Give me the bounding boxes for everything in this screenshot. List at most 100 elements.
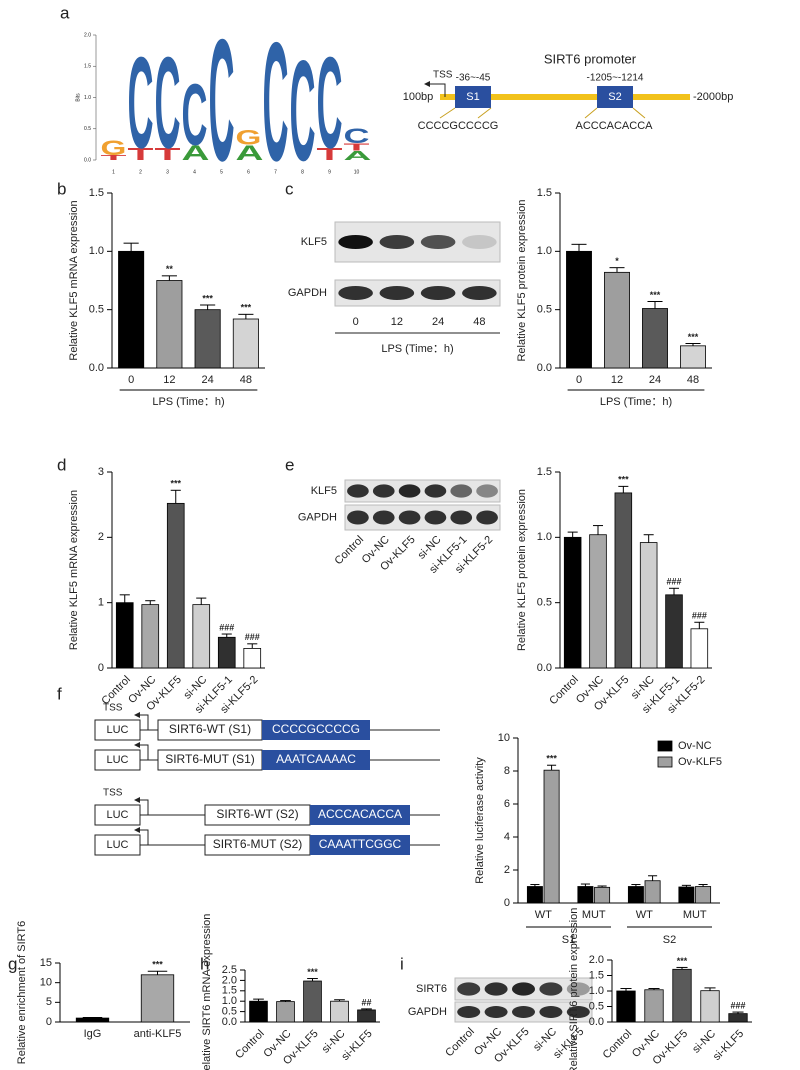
luc-box bbox=[94, 804, 141, 826]
y-tick-label: 2.0 bbox=[222, 974, 237, 986]
site-connector bbox=[439, 107, 492, 119]
bar bbox=[526, 886, 543, 904]
blot-band bbox=[539, 982, 563, 996]
logo-letter: C bbox=[344, 124, 370, 148]
x-tick-label: Control bbox=[547, 674, 581, 708]
lane-label: 48 bbox=[473, 316, 485, 328]
site-sequence: ACCCACACCA bbox=[575, 120, 653, 132]
y-tick-label: 1.0 bbox=[537, 531, 552, 543]
lane-label: Control bbox=[333, 534, 367, 568]
logo-letter: T bbox=[344, 141, 370, 153]
blot-band bbox=[420, 235, 456, 249]
blot-band bbox=[379, 235, 415, 249]
site-range: -1205~-1214 bbox=[587, 73, 644, 84]
bar bbox=[330, 1000, 349, 1023]
bar bbox=[644, 880, 661, 904]
bar bbox=[141, 604, 160, 669]
luc-box bbox=[94, 749, 141, 771]
y-tick-label: 0.0 bbox=[537, 362, 552, 374]
luc-box bbox=[94, 834, 141, 856]
luc-label: LUC bbox=[106, 754, 128, 766]
panel-label: g bbox=[8, 954, 17, 973]
logo-letter: C bbox=[128, 32, 154, 176]
panel-label: i bbox=[400, 954, 404, 973]
y-tick-label: 1.0 bbox=[589, 985, 604, 997]
y-axis-label: Relative KLF5 mRNA expression bbox=[68, 200, 80, 360]
logo-letter: C bbox=[263, 6, 289, 196]
significance: ** bbox=[166, 264, 174, 274]
bar bbox=[616, 990, 636, 1023]
blot-band bbox=[398, 510, 421, 525]
blot-row-label: SIRT6 bbox=[416, 983, 447, 995]
site-label: S2 bbox=[608, 91, 621, 103]
y-tick-label: 3 bbox=[98, 466, 104, 478]
logo-letter: C bbox=[155, 32, 181, 176]
bar bbox=[589, 534, 607, 669]
blot-band bbox=[476, 484, 498, 498]
construct-name: SIRT6-MUT (S2) bbox=[213, 837, 303, 851]
bar bbox=[695, 886, 712, 904]
bar bbox=[644, 989, 664, 1023]
blot-band bbox=[338, 286, 373, 300]
blot-band bbox=[511, 1006, 536, 1018]
y-axis-label: Relative enrichment of SIRT6 bbox=[16, 921, 28, 1064]
sequence-box bbox=[262, 720, 370, 740]
x-tick-label: si-KLF5 bbox=[339, 1028, 374, 1063]
legend-label: Ov-NC bbox=[678, 740, 712, 752]
blot-band bbox=[457, 1006, 481, 1018]
y-tick-label: 10 bbox=[40, 977, 52, 989]
site-sequence: CCCCGCCCCG bbox=[418, 120, 499, 132]
significance: *** bbox=[618, 475, 629, 485]
group-label: S2 bbox=[663, 934, 676, 946]
luc-label: LUC bbox=[106, 839, 128, 851]
significance: ### bbox=[245, 632, 260, 642]
significance: * bbox=[615, 256, 619, 266]
blot-band bbox=[476, 510, 498, 525]
site-box bbox=[455, 86, 491, 108]
site-connector bbox=[584, 107, 646, 119]
bar bbox=[75, 1017, 110, 1023]
y-tick-label: 6 bbox=[504, 798, 510, 810]
bar bbox=[192, 604, 211, 669]
panel-label: b bbox=[57, 179, 66, 198]
y-tick-label: 0.0 bbox=[222, 1016, 237, 1028]
y-tick-label: 10 bbox=[498, 732, 510, 744]
bar bbox=[543, 769, 560, 904]
bar bbox=[627, 886, 644, 904]
position-label: 10 bbox=[354, 169, 360, 175]
bar bbox=[118, 250, 145, 369]
tss-arrow bbox=[138, 799, 149, 815]
significance: ### bbox=[730, 1000, 745, 1010]
significance: *** bbox=[307, 967, 318, 977]
bar bbox=[194, 309, 221, 369]
bar bbox=[690, 628, 709, 669]
blot-band bbox=[338, 235, 373, 249]
x-tick-label: anti-KLF5 bbox=[134, 1028, 182, 1040]
promoter-start: 100bp bbox=[403, 91, 434, 103]
y-tick-label: 2.0 bbox=[84, 32, 91, 38]
significance: *** bbox=[152, 960, 163, 970]
y-axis-label: Relative SIRT6 mRNA expression bbox=[201, 914, 213, 1070]
y-tick-label: 2 bbox=[98, 531, 104, 543]
bar bbox=[115, 602, 134, 669]
construct-sequence: CCCCGCCCCG bbox=[272, 722, 360, 736]
blot-band bbox=[424, 484, 447, 498]
x-tick-label: IgG bbox=[84, 1028, 102, 1040]
logo-letter: C bbox=[182, 67, 208, 164]
legend-swatch bbox=[657, 756, 673, 768]
blot-band bbox=[462, 235, 497, 249]
logo-letter: T bbox=[155, 144, 181, 163]
blot-row-label: GAPDH bbox=[298, 511, 337, 523]
blot-band bbox=[484, 1006, 508, 1018]
tss-arrowhead bbox=[134, 797, 140, 803]
bar bbox=[700, 990, 720, 1023]
logo-letter: T bbox=[128, 144, 154, 163]
promoter-end: -2000bp bbox=[693, 91, 733, 103]
blot-band bbox=[347, 484, 369, 498]
logo-letter: C bbox=[209, 4, 235, 198]
bar bbox=[604, 271, 630, 369]
x-tick-label: MUT bbox=[582, 909, 606, 921]
x-tick-label: WT bbox=[535, 909, 552, 921]
bar bbox=[728, 1013, 748, 1023]
construct-sequence: CAAATTCGGC bbox=[319, 837, 402, 851]
